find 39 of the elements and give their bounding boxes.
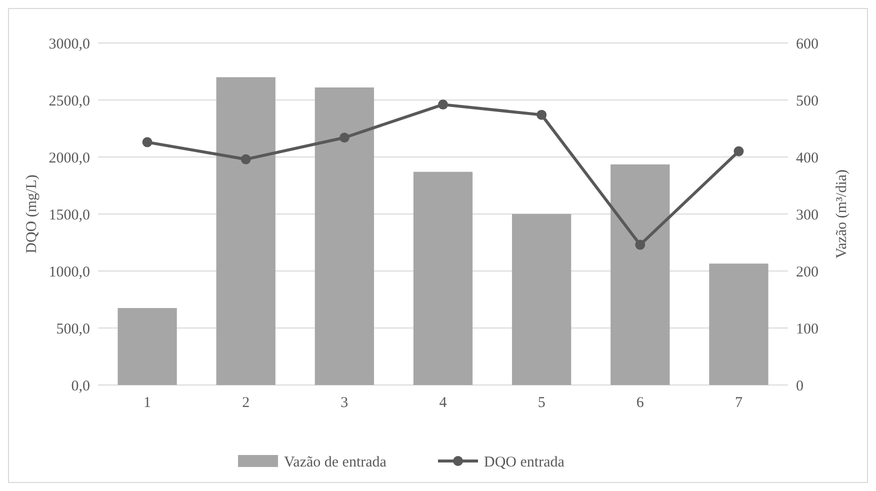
y2-tick-label: 200 bbox=[796, 264, 818, 280]
y2-axis-title: Vazão (m³/dia) bbox=[834, 169, 850, 259]
y-tick-label: 2000,0 bbox=[48, 150, 90, 166]
x-tick-label: 4 bbox=[439, 395, 448, 411]
point bbox=[536, 110, 547, 120]
point bbox=[635, 240, 646, 250]
x-tick-label: 2 bbox=[242, 395, 250, 411]
x-tick-label: 3 bbox=[340, 395, 348, 411]
bar bbox=[413, 172, 473, 385]
point bbox=[240, 154, 251, 164]
legend-label: Vazão de entrada bbox=[284, 454, 387, 470]
bar bbox=[216, 77, 276, 385]
x-tick-label: 7 bbox=[734, 395, 743, 411]
y-axis-title: DQO (mg/L) bbox=[24, 174, 40, 254]
point bbox=[339, 132, 350, 143]
point bbox=[142, 137, 152, 148]
y2-tick-label: 400 bbox=[796, 150, 818, 166]
bar bbox=[610, 164, 670, 385]
y2-tick-label: 500 bbox=[796, 93, 818, 110]
point bbox=[438, 100, 448, 110]
y2-tick-label: 0 bbox=[796, 378, 804, 394]
bar bbox=[512, 214, 572, 385]
y2-tick-label: 300 bbox=[796, 207, 818, 224]
x-tick-label: 5 bbox=[538, 395, 546, 411]
point bbox=[734, 146, 744, 156]
bar bbox=[709, 264, 768, 385]
y2-tick-label: 600 bbox=[796, 36, 818, 52]
y-tick-label: 0,0 bbox=[71, 378, 90, 394]
x-tick-label: 1 bbox=[144, 395, 152, 411]
y-tick-label: 3000,0 bbox=[48, 36, 90, 52]
x-tick-label: 6 bbox=[636, 395, 644, 411]
legend-label: DQO entrada bbox=[484, 454, 565, 470]
bar bbox=[118, 308, 177, 385]
bar bbox=[314, 87, 374, 385]
y-tick-label: 1000,0 bbox=[48, 264, 90, 280]
y-tick-label: 2500,0 bbox=[48, 93, 90, 110]
y-tick-label: 500,0 bbox=[56, 321, 90, 338]
y-tick-label: 1500,0 bbox=[48, 207, 90, 224]
y2-tick-label: 100 bbox=[796, 321, 818, 338]
